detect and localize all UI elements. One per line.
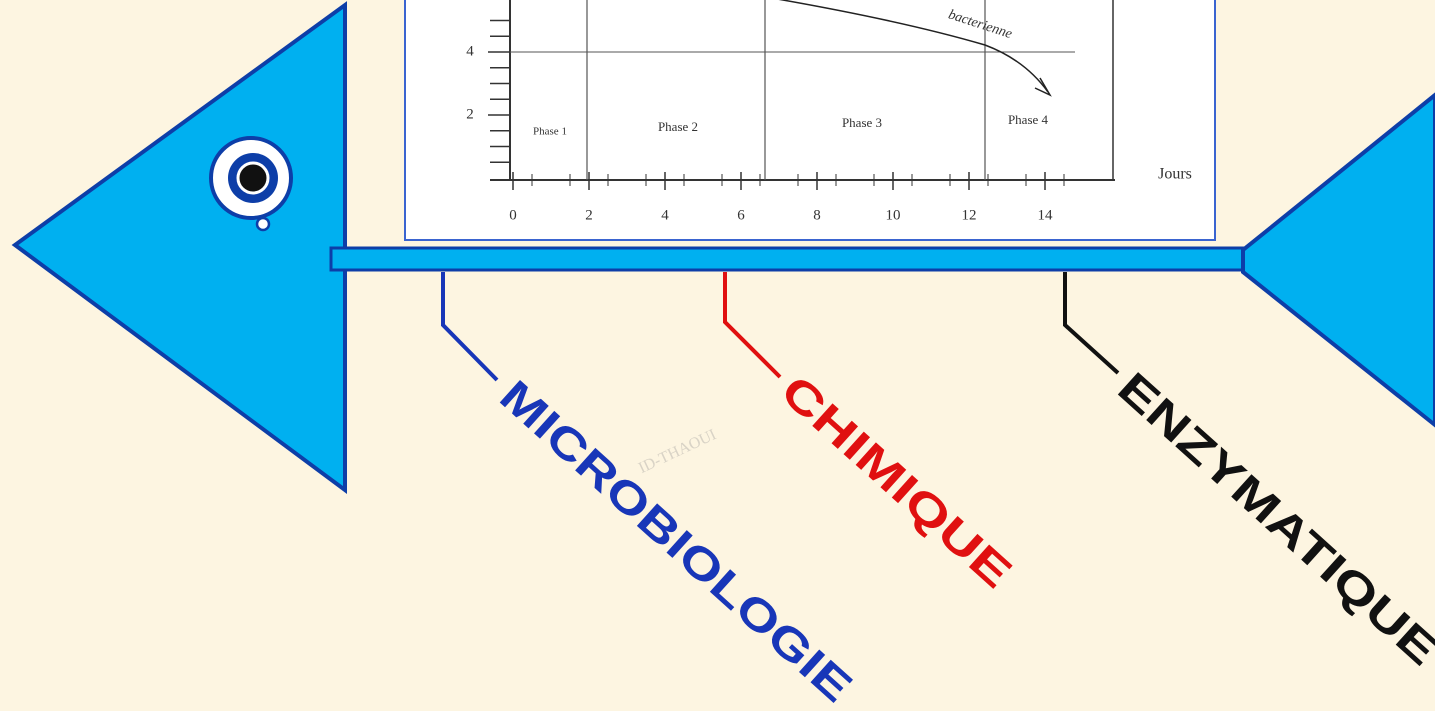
chart-image-frame — [404, 0, 1216, 241]
y-tick-label: 4 — [466, 43, 474, 59]
branch-line — [441, 272, 499, 382]
branch-line — [723, 272, 782, 379]
x-tick-label: 4 — [661, 207, 669, 223]
x-tick-label: 8 — [813, 207, 821, 223]
x-axis-label: Jours — [1158, 166, 1192, 183]
curve-arrow — [1034, 77, 1052, 97]
phase-label: Phase 3 — [842, 115, 882, 130]
branch-line — [1063, 272, 1120, 375]
x-tick-label: 14 — [1038, 207, 1054, 223]
phase-label: Phase 4 — [1008, 112, 1049, 127]
x-tick-label: 2 — [585, 207, 593, 223]
eye-drop — [255, 216, 271, 232]
curve — [778, 0, 1049, 93]
y-tick-label: 2 — [466, 106, 474, 122]
x-tick-label: 10 — [886, 207, 901, 223]
phase-label: Phase 2 — [658, 119, 698, 134]
fish-tail — [1241, 92, 1435, 428]
x-tick-label: 0 — [509, 207, 517, 223]
spine — [329, 246, 1247, 272]
eye-pupil — [236, 161, 270, 195]
phase-label: Phase 1 — [533, 126, 567, 138]
x-tick-label: 6 — [737, 207, 745, 223]
x-tick-label: 12 — [962, 207, 977, 223]
